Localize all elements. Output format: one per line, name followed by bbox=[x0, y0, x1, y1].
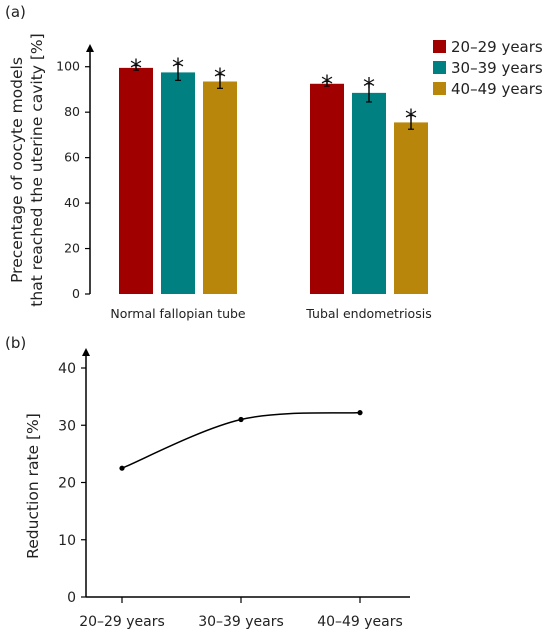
data-point-1 bbox=[238, 416, 244, 423]
panel-b-ylabel: Reduction rate [%] bbox=[24, 413, 42, 559]
panel-a-ylabel-line-1: Precentage of oocyte models bbox=[8, 57, 26, 283]
panel-b-line bbox=[119, 410, 363, 471]
legend-label-1: 30–39 years bbox=[451, 59, 543, 77]
panel-a-y-axis-arrow bbox=[86, 44, 94, 52]
legend-label-0: 20–29 years bbox=[451, 38, 543, 56]
panel-a-ytick-label-1: 20 bbox=[64, 241, 80, 256]
panel-a-ytick-label-3: 60 bbox=[64, 150, 80, 165]
panel-a-ytick-label-0: 0 bbox=[72, 286, 80, 301]
legend-label-2: 40–49 years bbox=[451, 80, 543, 98]
panel-a-legend: 20–29 years 30–39 years 40–49 years bbox=[433, 38, 543, 98]
panel-a-ytick-label-4: 80 bbox=[64, 104, 80, 119]
bar-0-0 bbox=[119, 67, 153, 294]
significance-marker-1-1: * bbox=[363, 73, 375, 101]
significance-marker-1-2: * bbox=[405, 105, 417, 133]
panel-b-label: (b) bbox=[5, 334, 26, 352]
panel-a-ytick-label-2: 40 bbox=[64, 195, 80, 210]
panel-a-axes: 0 20 40 60 80 100 bbox=[56, 44, 94, 301]
bar-1-0 bbox=[310, 83, 344, 294]
panel-b-ytick-label-3: 30 bbox=[58, 418, 76, 434]
panel-b-ytick-label-0: 0 bbox=[67, 590, 76, 606]
bar-0-2 bbox=[203, 81, 237, 294]
data-point-2 bbox=[357, 410, 363, 416]
significance-marker-0-0: * bbox=[130, 55, 142, 83]
panel-a-category-0: Normal fallopian tube bbox=[110, 306, 246, 321]
panel-a-ytick-label-5: 100 bbox=[56, 59, 80, 74]
panel-a-ylabel-line-2: that reached the uterine cavity [%] bbox=[28, 33, 46, 306]
legend-swatch-2 bbox=[433, 82, 446, 95]
bar-1-2 bbox=[394, 122, 428, 294]
panel-b-ytick-label-2: 20 bbox=[58, 476, 76, 492]
panel-b-category-1: 30–39 years bbox=[198, 614, 284, 630]
legend-swatch-1 bbox=[433, 61, 446, 74]
panel-b-category-2: 40–49 years bbox=[317, 614, 403, 630]
panel-b-axes: 0 10 20 30 40 20–29 years 30–39 years 40–49 yea… bbox=[58, 348, 410, 630]
bar-0-1 bbox=[161, 72, 195, 294]
panel-b-category-0: 20–29 years bbox=[79, 614, 165, 630]
panel-a-ylabel: Precentage of oocyte models that reached… bbox=[8, 33, 46, 306]
significance-marker-0-1: * bbox=[172, 53, 184, 81]
bar-1-1 bbox=[352, 92, 386, 294]
significance-marker-1-0: * bbox=[321, 71, 333, 99]
data-point-0 bbox=[119, 465, 125, 471]
legend-swatch-0 bbox=[433, 40, 446, 53]
panel-b-y-axis-arrow bbox=[82, 348, 90, 356]
panel-a-bars: * * * Normal fallopian tube * * * Tubal endomet… bbox=[110, 53, 431, 321]
significance-marker-0-2: * bbox=[214, 64, 226, 92]
panel-a-category-1: Tubal endometriosis bbox=[305, 306, 431, 321]
panel-b-ytick-label-4: 40 bbox=[58, 361, 76, 377]
panel-a-label: (a) bbox=[5, 3, 26, 21]
panel-b-ytick-label-1: 10 bbox=[58, 533, 76, 549]
